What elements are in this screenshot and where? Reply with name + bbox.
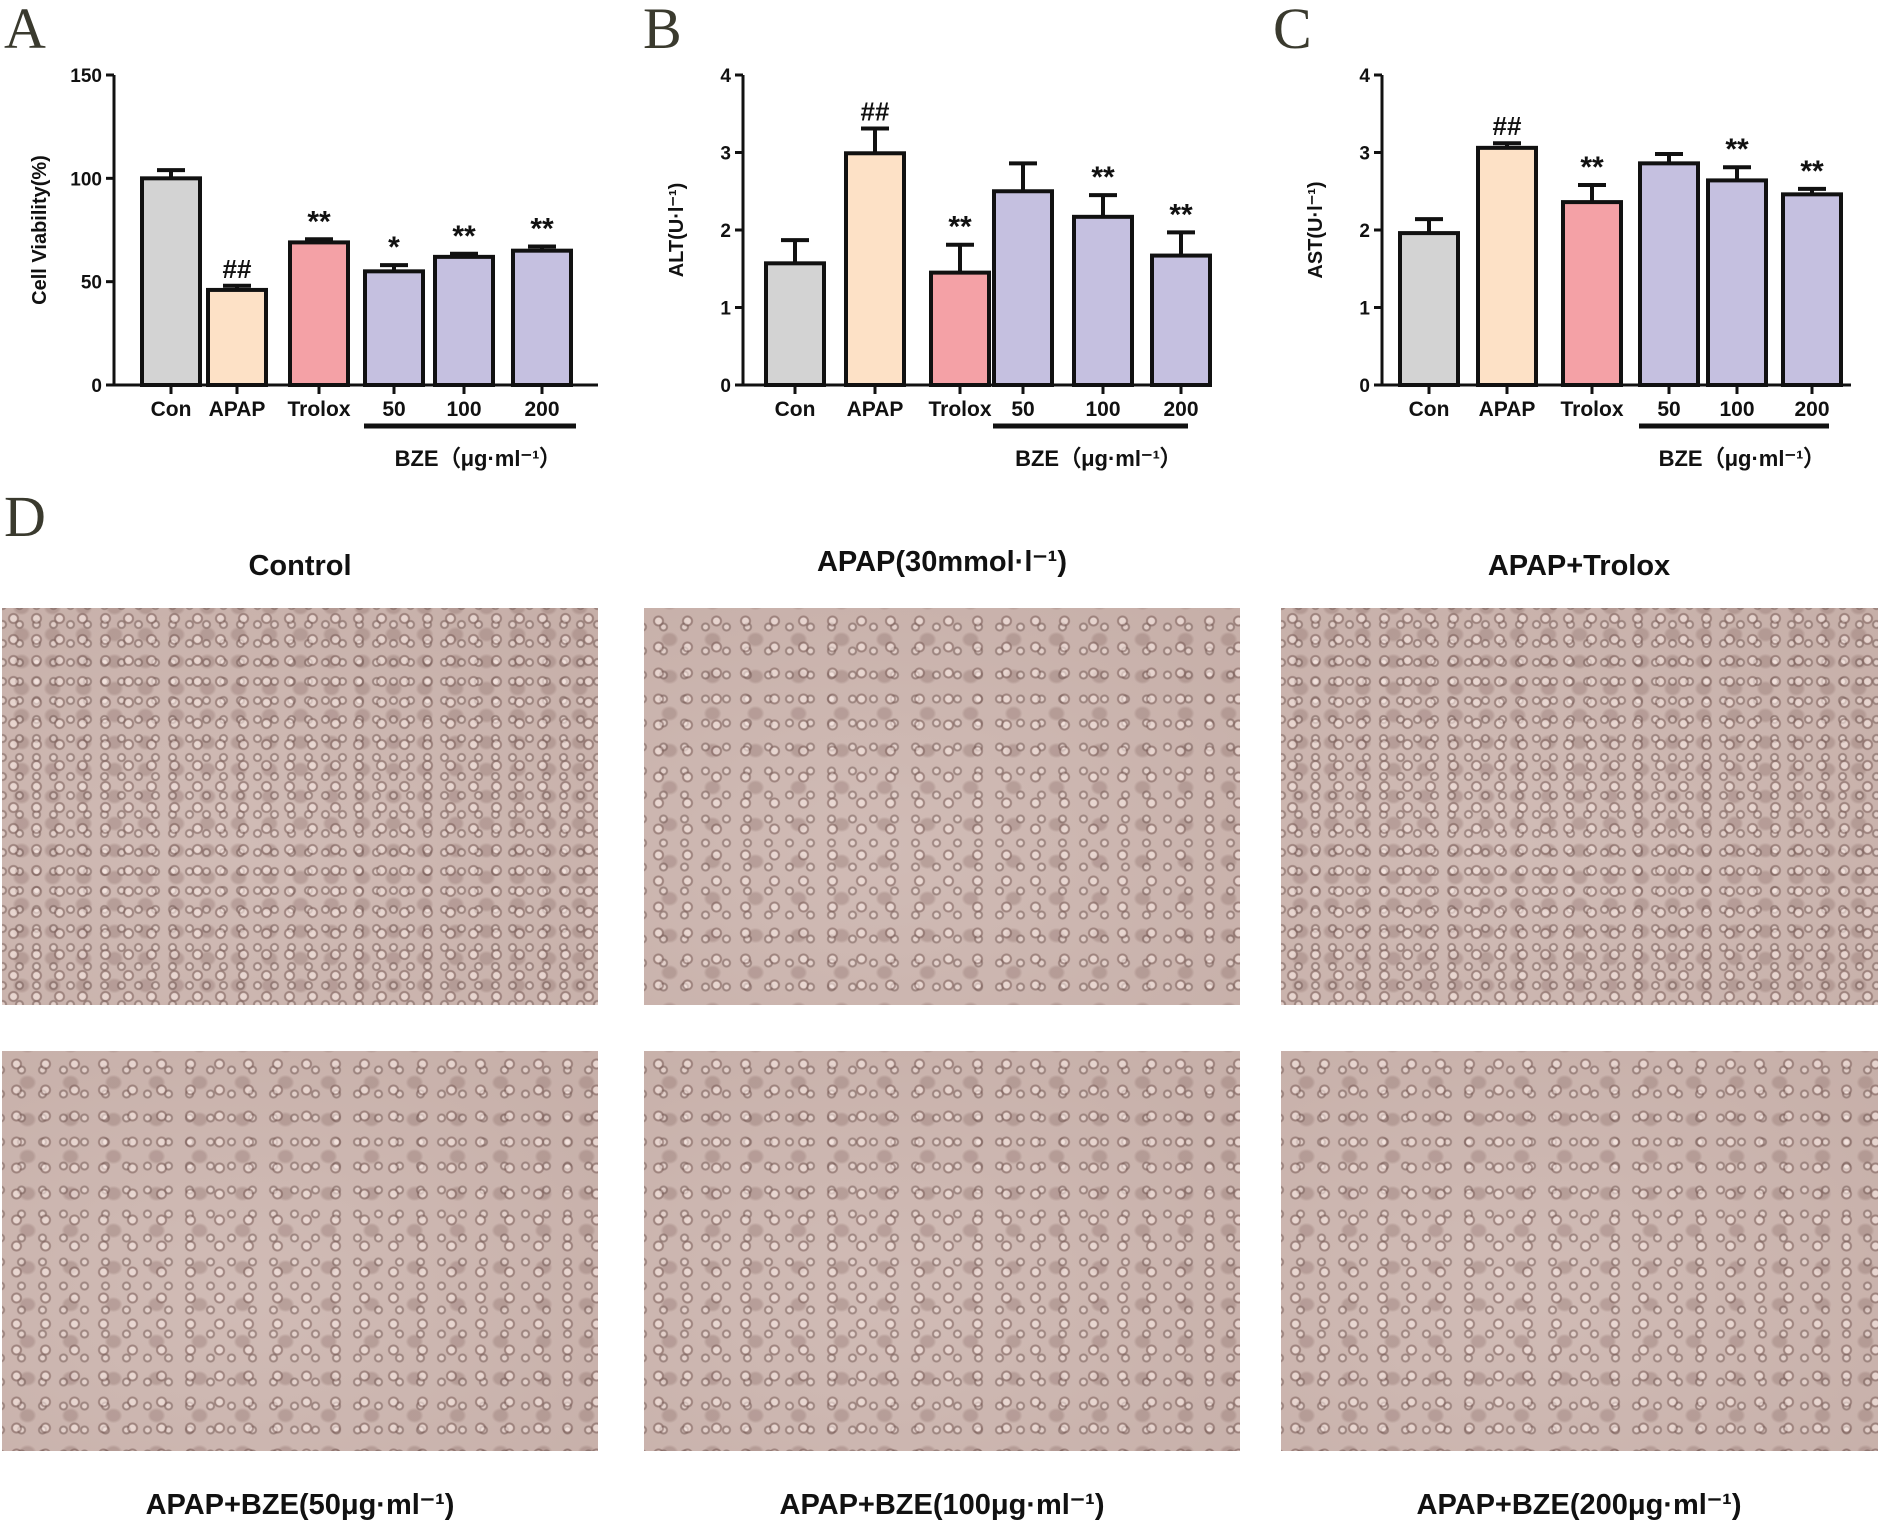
bar-trolox xyxy=(929,270,991,387)
x-tick-label: 100 xyxy=(1085,398,1120,421)
significance-marker: ** xyxy=(452,220,476,253)
y-tick-label: 0 xyxy=(1359,376,1370,397)
y-tick-label: 1 xyxy=(1359,299,1370,320)
x-tick-label: 50 xyxy=(382,398,405,421)
y-axis-label: AST(U·l⁻¹) xyxy=(1305,181,1327,278)
significance-marker: ** xyxy=(530,213,554,246)
significance-marker: ## xyxy=(223,254,252,284)
x-tick-label: 100 xyxy=(1719,398,1754,421)
x-tick-label: Con xyxy=(775,398,816,421)
significance-marker: ## xyxy=(861,96,890,126)
y-axis-label: ALT(U·l⁻¹) xyxy=(666,183,688,278)
bar-200 xyxy=(1150,253,1212,387)
micrograph-bze-50 xyxy=(2,1051,598,1451)
y-tick-label: 1 xyxy=(720,299,731,320)
y-tick-label: 2 xyxy=(720,221,731,242)
panel-label-a: A xyxy=(4,0,46,61)
x-tick-label: 200 xyxy=(1163,398,1198,421)
significance-marker: * xyxy=(388,231,400,264)
bar-100 xyxy=(1072,214,1134,387)
y-tick-label: 3 xyxy=(720,144,731,165)
x-tick-label: 50 xyxy=(1657,398,1680,421)
bar-trolox xyxy=(1561,200,1623,387)
x-tick-label: APAP xyxy=(209,398,266,421)
significance-marker: ** xyxy=(1169,198,1193,231)
micrograph-title-apap-trolox: APAP+Trolox xyxy=(1487,550,1671,582)
micrograph-control xyxy=(2,608,598,1005)
y-tick-label: 150 xyxy=(70,66,102,87)
x-tick-label: Trolox xyxy=(287,398,350,421)
x-group-label: BZE（μg·ml⁻¹） xyxy=(1659,446,1826,471)
bar-100 xyxy=(433,254,495,387)
micrograph-title-apap: APAP(30mmol·l⁻¹) xyxy=(816,546,1067,578)
micrograph-caption-bze-200: APAP+BZE(200μg·ml⁻¹) xyxy=(1416,1489,1742,1521)
bar-charts: Con##APAP**Trolox*50**100**200050100150C… xyxy=(29,66,1851,471)
significance-marker: ** xyxy=(1091,161,1115,194)
bar-50 xyxy=(992,189,1054,387)
panel-label-b: B xyxy=(643,0,682,61)
significance-marker: ** xyxy=(1800,155,1824,188)
x-tick-label: Con xyxy=(1409,398,1450,421)
bar-200 xyxy=(511,248,573,387)
bar-100 xyxy=(1706,178,1768,387)
bar-apap xyxy=(1476,145,1538,387)
bar-50 xyxy=(363,269,425,388)
x-tick-label: Trolox xyxy=(1560,398,1623,421)
micrograph-apap xyxy=(644,608,1240,1005)
y-tick-label: 3 xyxy=(1359,144,1370,165)
bar-con xyxy=(1398,231,1460,387)
bar-apap xyxy=(844,151,906,387)
bar-trolox xyxy=(288,240,350,387)
significance-marker: ** xyxy=(948,211,972,244)
y-tick-label: 4 xyxy=(720,66,731,87)
micrograph-bze-100 xyxy=(644,1051,1240,1451)
significance-marker: ## xyxy=(1493,111,1522,141)
y-tick-label: 100 xyxy=(70,169,102,190)
y-tick-label: 0 xyxy=(720,376,731,397)
panel-label-d: D xyxy=(4,484,46,549)
bar-apap xyxy=(206,287,268,387)
x-tick-label: 200 xyxy=(1794,398,1829,421)
significance-marker: ** xyxy=(307,205,331,238)
x-group-label: BZE（μg·ml⁻¹） xyxy=(1015,446,1182,471)
significance-marker: ** xyxy=(1725,133,1749,166)
y-axis-label: Cell Viability(%) xyxy=(29,155,51,305)
x-tick-label: APAP xyxy=(1479,398,1536,421)
x-tick-label: Con xyxy=(151,398,192,421)
y-tick-label: 50 xyxy=(81,273,102,294)
bar-200 xyxy=(1781,192,1843,387)
y-tick-label: 4 xyxy=(1359,66,1370,87)
bar-con xyxy=(140,176,202,387)
x-tick-label: 50 xyxy=(1011,398,1034,421)
panel-label-c: C xyxy=(1273,0,1312,61)
significance-marker: ** xyxy=(1580,151,1604,184)
micrograph-caption-bze-100: APAP+BZE(100μg·ml⁻¹) xyxy=(779,1489,1105,1521)
x-group-label: BZE（μg·ml⁻¹） xyxy=(395,446,562,471)
x-tick-label: 200 xyxy=(524,398,559,421)
micrograph-title-control: Control xyxy=(248,550,352,582)
x-tick-label: APAP xyxy=(847,398,904,421)
y-tick-label: 2 xyxy=(1359,221,1370,242)
micrograph-caption-bze-50: APAP+BZE(50μg·ml⁻¹) xyxy=(145,1489,455,1521)
x-tick-label: Trolox xyxy=(928,398,991,421)
micrograph-bze-200 xyxy=(1281,1051,1878,1451)
bar-50 xyxy=(1638,161,1700,387)
y-tick-label: 0 xyxy=(91,376,102,397)
x-tick-label: 100 xyxy=(446,398,481,421)
micrograph-apap-trolox xyxy=(1281,608,1878,1005)
bar-con xyxy=(764,261,826,388)
